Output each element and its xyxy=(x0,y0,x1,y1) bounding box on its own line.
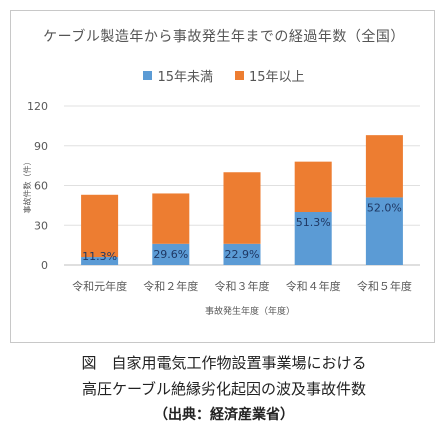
x-tick-label: 令和５年度 xyxy=(357,279,412,293)
bar-under-15 xyxy=(365,197,403,265)
caption-line-1: 図 自家用電気工作物設置事業場における xyxy=(81,354,367,372)
chart-title: ケーブル製造年から事故発生年までの経過年数（全国） xyxy=(43,29,405,45)
data-label: 22.9% xyxy=(225,248,260,261)
x-axis-label: 事故発生年度（年度） xyxy=(205,305,295,317)
y-tick-label: 30 xyxy=(34,219,48,232)
x-tick-label: 令和２年度 xyxy=(143,279,198,293)
data-label: 11.3% xyxy=(82,250,117,263)
legend-item-under-15: 15年未満 xyxy=(143,66,213,85)
bar-over-15 xyxy=(365,135,403,198)
y-tick-label: 90 xyxy=(34,140,48,153)
legend-label-over-15: 15年以上 xyxy=(249,70,305,85)
bar-under-15 xyxy=(152,243,190,265)
y-tick-label: 120 xyxy=(27,100,48,113)
y-tick-label: 0 xyxy=(41,259,48,272)
y-tick-label: 60 xyxy=(34,180,48,193)
bar-over-15 xyxy=(223,172,261,244)
legend: 15年未満 15年以上 xyxy=(0,66,448,85)
bar-over-15 xyxy=(152,193,190,244)
legend-swatch-under-15 xyxy=(143,71,153,80)
bar-over-15 xyxy=(294,161,332,212)
data-label: 52.0% xyxy=(367,201,402,214)
y-axis-label: 事故件数（件） xyxy=(22,158,32,214)
bar-over-15 xyxy=(81,194,119,258)
chart-frame xyxy=(10,10,435,343)
legend-item-over-15: 15年以上 xyxy=(235,66,305,85)
x-tick-label: 令和３年度 xyxy=(215,279,270,293)
bar-under-15 xyxy=(81,257,119,265)
x-tick-label: 令和元年度 xyxy=(72,279,127,293)
caption-source: （出典：経済産業省） xyxy=(154,407,294,423)
data-label: 29.6% xyxy=(153,248,188,261)
legend-label-under-15: 15年未満 xyxy=(157,70,213,85)
data-label: 51.3% xyxy=(296,216,331,229)
caption-line-2: 高圧ケーブル絶縁劣化起因の波及事故件数 xyxy=(81,380,367,398)
x-tick-label: 令和４年度 xyxy=(286,279,341,293)
legend-swatch-over-15 xyxy=(235,71,244,80)
bar-under-15 xyxy=(223,243,261,265)
bar-under-15 xyxy=(294,212,332,265)
